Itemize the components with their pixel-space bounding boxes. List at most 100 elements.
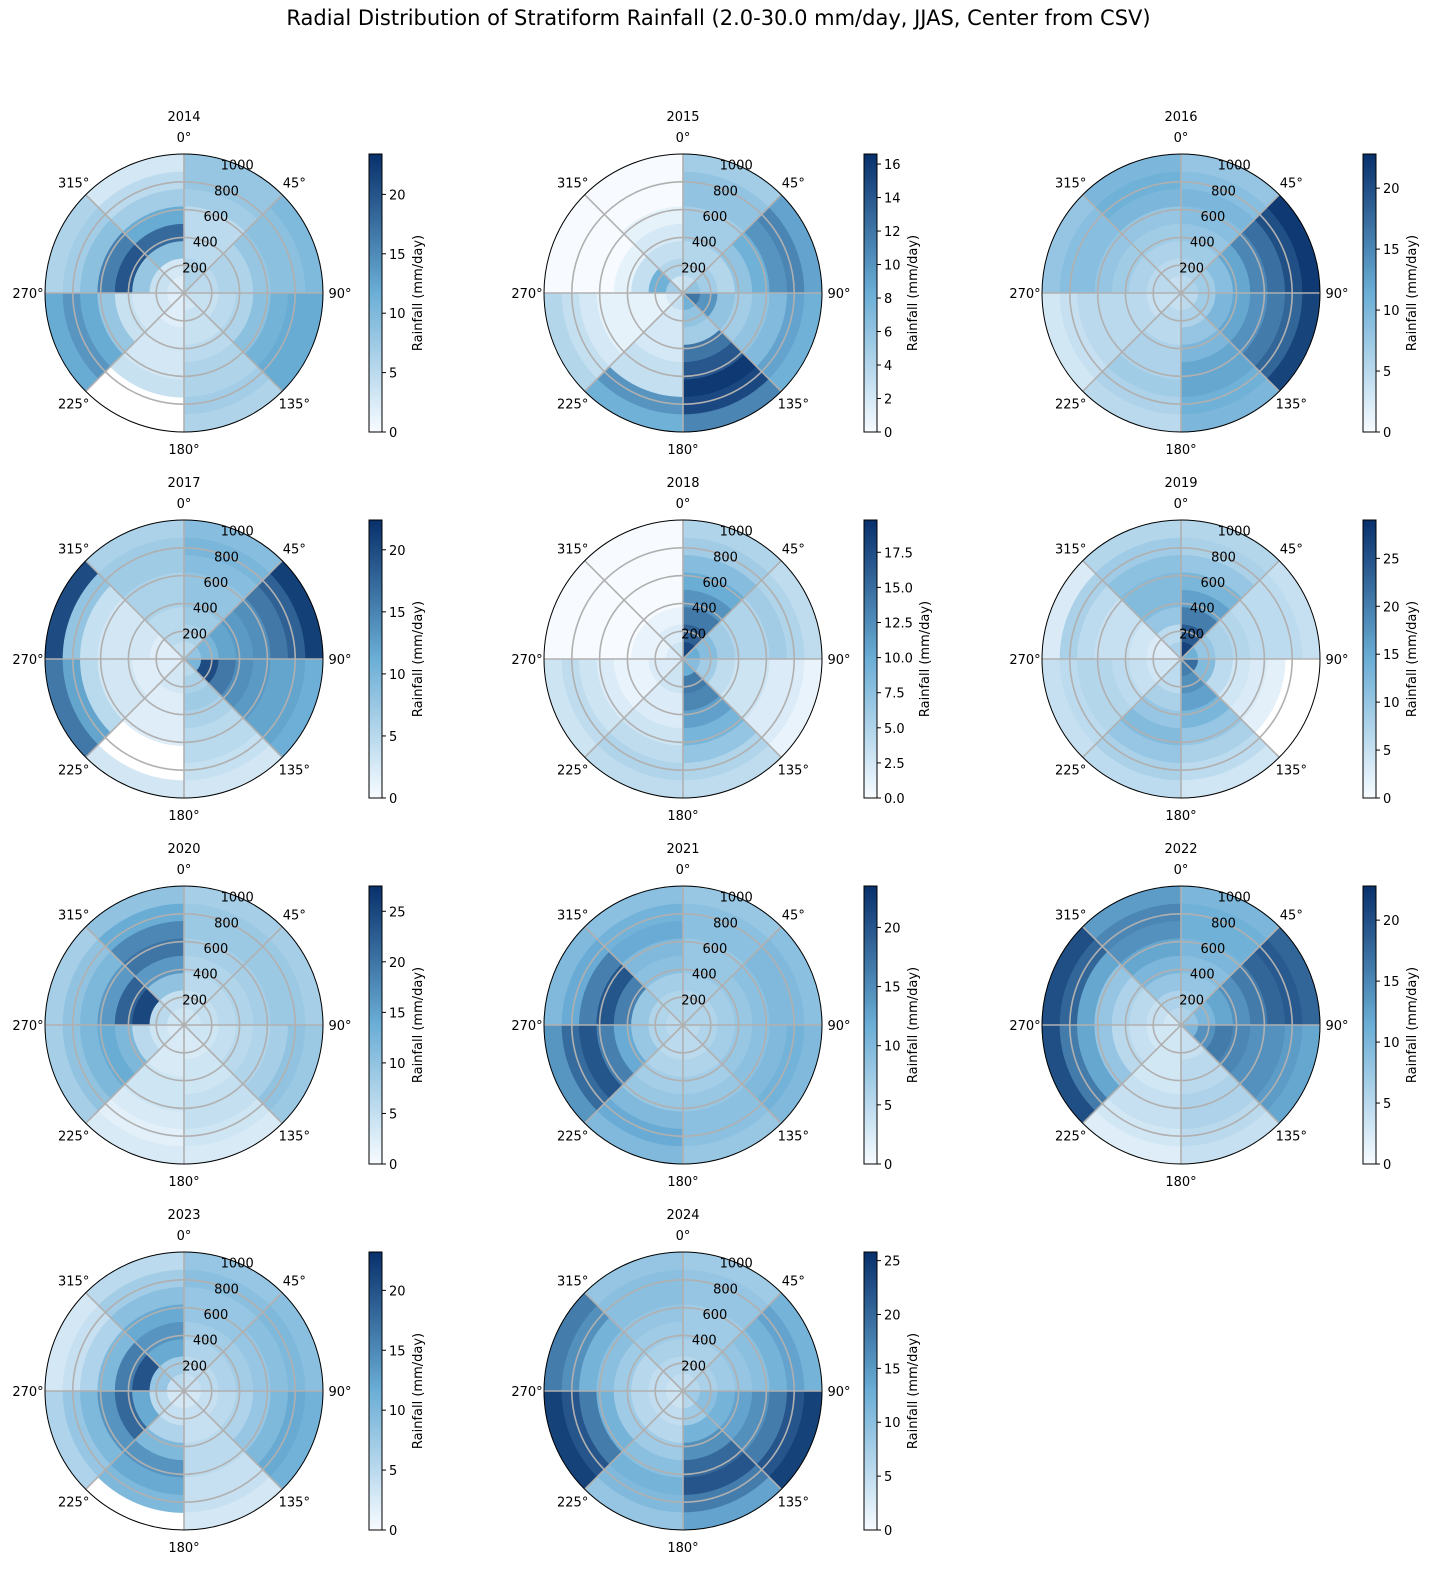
colorbar-tick-label: 0 bbox=[389, 1524, 397, 1539]
theta-tick-label: 0° bbox=[177, 863, 192, 878]
r-tick-label: 400 bbox=[692, 236, 717, 251]
theta-tick-label: 180° bbox=[168, 809, 199, 824]
colorbar-tick-label: 0 bbox=[389, 426, 397, 441]
theta-tick-label: 180° bbox=[1165, 1175, 1196, 1190]
colorbar-tick-label: 25 bbox=[1383, 552, 1400, 567]
angular-gridline bbox=[85, 560, 185, 660]
r-tick-label: 800 bbox=[713, 1282, 738, 1297]
theta-tick-label: 135° bbox=[279, 763, 310, 778]
panel-title: 2018 bbox=[666, 476, 699, 491]
colorbar-tick-label: 15 bbox=[389, 1344, 406, 1359]
r-tick-label: 800 bbox=[713, 916, 738, 931]
polar-frame bbox=[44, 519, 324, 799]
theta-tick-label: 315° bbox=[557, 543, 588, 558]
theta-tick-label: 90° bbox=[328, 1019, 351, 1034]
colorbar-tick-label: 10 bbox=[389, 307, 406, 322]
r-tick-label: 200 bbox=[681, 261, 706, 276]
theta-tick-label: 135° bbox=[1276, 397, 1307, 412]
angular-gridline bbox=[1180, 194, 1280, 294]
angular-gridline bbox=[584, 926, 684, 1026]
r-tick-label: 1000 bbox=[221, 525, 254, 540]
theta-tick-label: 315° bbox=[557, 1275, 588, 1290]
panel-title: 2020 bbox=[167, 842, 200, 857]
r-tick-label: 1000 bbox=[720, 891, 753, 906]
colorbar-tick-label: 15 bbox=[1383, 648, 1400, 663]
angular-gridline bbox=[1180, 658, 1280, 758]
panel-title: 2017 bbox=[167, 476, 200, 491]
theta-tick-label: 0° bbox=[1174, 497, 1189, 512]
r-tick-label: 200 bbox=[1179, 261, 1204, 276]
colorbar bbox=[1362, 153, 1377, 433]
angular-gridline bbox=[1082, 292, 1182, 392]
angular-gridline bbox=[85, 292, 185, 392]
colorbar-tick-label: 0 bbox=[1383, 1158, 1391, 1173]
r-tick-label: 1000 bbox=[720, 159, 753, 174]
colorbar-tick-label: 0 bbox=[884, 1158, 892, 1173]
colorbar-tick-label: 15.0 bbox=[884, 581, 913, 596]
figure-title: Radial Distribution of Stratiform Rainfa… bbox=[286, 6, 1151, 30]
angular-gridline bbox=[183, 194, 283, 294]
r-tick-label: 1000 bbox=[720, 525, 753, 540]
colorbar-tick-label: 6 bbox=[884, 326, 892, 341]
theta-tick-label: 0° bbox=[177, 131, 192, 146]
theta-tick-label: 45° bbox=[283, 543, 306, 558]
theta-tick-label: 270° bbox=[12, 1019, 43, 1034]
colorbar-tick-label: 20 bbox=[884, 921, 901, 936]
r-tick-label: 800 bbox=[214, 1282, 239, 1297]
colorbar-tick-label: 14 bbox=[884, 192, 901, 207]
r-tick-label: 1000 bbox=[221, 159, 254, 174]
theta-tick-label: 180° bbox=[168, 1175, 199, 1190]
r-tick-label: 600 bbox=[703, 210, 728, 225]
colorbar bbox=[368, 885, 383, 1165]
polar-frame bbox=[543, 885, 823, 1165]
colorbar-tick-label: 20 bbox=[1383, 914, 1400, 929]
theta-tick-label: 0° bbox=[676, 1229, 691, 1244]
r-tick-label: 200 bbox=[681, 627, 706, 642]
colorbar-tick-label: 10 bbox=[884, 1040, 901, 1055]
theta-tick-label: 315° bbox=[1055, 177, 1086, 192]
panel-title: 2019 bbox=[1164, 476, 1197, 491]
colorbar-tick-label: 15 bbox=[1383, 975, 1400, 990]
r-tick-label: 400 bbox=[692, 1334, 717, 1349]
r-tick-label: 400 bbox=[1190, 236, 1215, 251]
colorbar-tick-label: 20 bbox=[884, 1308, 901, 1323]
theta-tick-label: 45° bbox=[283, 1275, 306, 1290]
colorbar-label: Rainfall (mm/day) bbox=[906, 967, 921, 1083]
angular-gridline bbox=[183, 1292, 283, 1392]
angular-gridline bbox=[1082, 926, 1182, 1026]
polar-frame bbox=[44, 153, 324, 433]
theta-tick-label: 225° bbox=[1055, 763, 1086, 778]
theta-tick-label: 225° bbox=[1055, 397, 1086, 412]
colorbar-tick-label: 10 bbox=[389, 1404, 406, 1419]
colorbar-tick-label: 5 bbox=[389, 1464, 397, 1479]
polar-panel-2018: 2018 0° 45° 90° 135° 180° 225° 270° 315° 200 400 60… bbox=[511, 476, 933, 824]
angular-gridline bbox=[183, 1390, 283, 1490]
colorbar-tick-label: 20 bbox=[1383, 600, 1400, 615]
theta-tick-label: 180° bbox=[667, 443, 698, 458]
theta-tick-label: 135° bbox=[778, 397, 809, 412]
panel-title: 2014 bbox=[167, 110, 200, 125]
colorbar-tick-label: 10 bbox=[1383, 304, 1400, 319]
theta-tick-label: 180° bbox=[1165, 443, 1196, 458]
colorbar-tick-label: 15 bbox=[389, 248, 406, 263]
r-tick-label: 400 bbox=[193, 236, 218, 251]
theta-tick-label: 45° bbox=[1280, 177, 1303, 192]
polar-panel-2019: 20190°45°90°135°180°225°270°315°20040060… bbox=[1009, 476, 1420, 824]
theta-tick-label: 315° bbox=[58, 1275, 89, 1290]
colorbar-label: Rainfall (mm/day) bbox=[918, 601, 933, 717]
angular-gridline bbox=[584, 1390, 684, 1490]
r-tick-label: 600 bbox=[204, 1308, 229, 1323]
r-tick-label: 400 bbox=[1190, 602, 1215, 617]
colorbar-tick-label: 0 bbox=[1383, 792, 1391, 807]
theta-tick-label: 315° bbox=[58, 909, 89, 924]
angular-gridline bbox=[183, 658, 283, 758]
angular-gridline bbox=[85, 194, 185, 294]
polar-panel-2021: 20210°45°90°135°180°225°270°315°20040060… bbox=[511, 842, 921, 1190]
theta-tick-label: 225° bbox=[557, 1129, 588, 1144]
colorbar-tick-label: 5 bbox=[884, 1099, 892, 1114]
angular-gridline bbox=[584, 658, 684, 758]
colorbar-tick-label: 20 bbox=[389, 188, 406, 203]
r-tick-label: 400 bbox=[1190, 968, 1215, 983]
colorbar-label: Rainfall (mm/day) bbox=[411, 1333, 426, 1449]
colorbar bbox=[368, 1251, 383, 1531]
